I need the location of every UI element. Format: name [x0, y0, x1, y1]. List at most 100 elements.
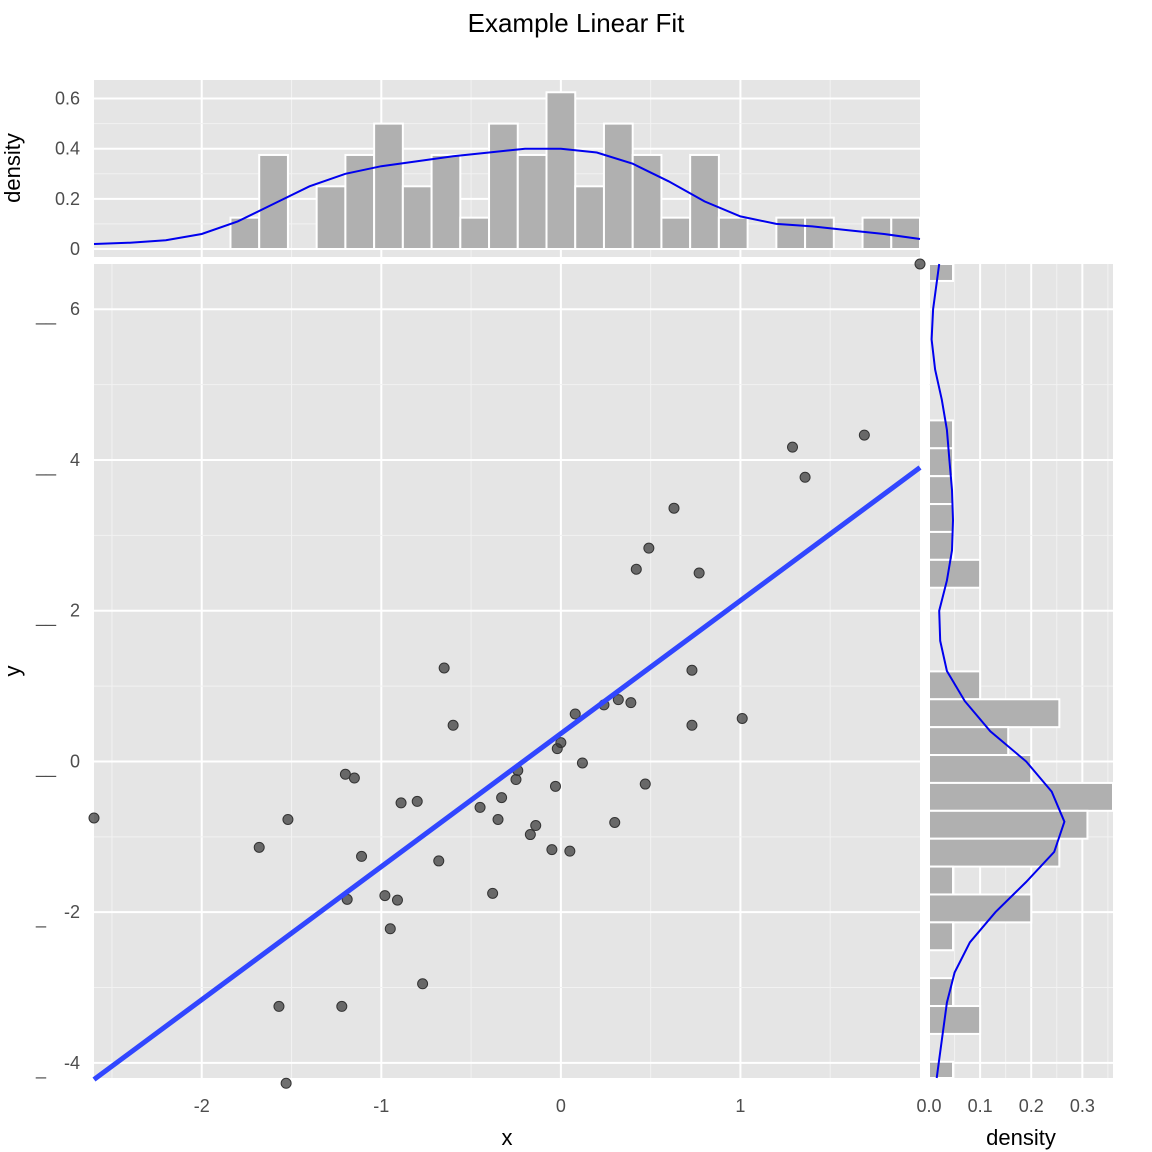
scatter-point	[693, 567, 705, 579]
right-histogram-bar	[928, 1005, 982, 1035]
scatter-point	[736, 712, 748, 724]
scatter-point	[88, 812, 100, 824]
top-histogram-bar	[602, 122, 634, 250]
scatter-point	[549, 780, 561, 792]
scatter-point	[530, 820, 542, 832]
right-histogram-bar	[928, 726, 1010, 757]
y-tick-label: 0	[70, 751, 80, 771]
y-tick-label: 2	[70, 601, 80, 621]
scatter-point	[447, 719, 459, 731]
top-density-curve	[93, 147, 921, 245]
scatter-point	[686, 719, 698, 731]
top-y-tick-label: 0.6	[55, 89, 80, 109]
top-y-axis-title: density	[0, 133, 25, 203]
right-histogram-bar	[928, 893, 1033, 924]
right-x-axis-title: density	[986, 1125, 1056, 1150]
top-y-tick-label: 0.4	[55, 139, 80, 159]
top-histogram-bar	[890, 216, 922, 250]
scatter-point	[546, 844, 558, 856]
right-x-tick-label: 0.0	[916, 1096, 941, 1116]
top-histogram-bar	[401, 185, 433, 250]
top-y-tick-label: 0.2	[55, 189, 80, 209]
scatter-point	[411, 795, 423, 807]
scatter-point	[487, 887, 499, 899]
y-tick-underscore: __	[35, 456, 57, 477]
right-histogram-bar	[928, 865, 955, 896]
right-histogram-bar	[928, 419, 955, 450]
top-histogram-bar	[373, 122, 404, 250]
right-histogram-bars	[928, 263, 1114, 1080]
scatter-point	[417, 978, 429, 990]
scatter-point	[914, 258, 926, 270]
scatter-point	[612, 694, 624, 706]
right-histogram-bar	[928, 475, 955, 506]
scatter-point	[510, 774, 522, 786]
scatter-point	[253, 841, 265, 853]
right-x-tick-label: 0.3	[1070, 1096, 1095, 1116]
x-tick-label: 0	[556, 1096, 566, 1116]
top-histogram-bar	[430, 153, 462, 250]
top-marginal-panel: 0 0.2 0.4 0.6 density	[0, 80, 922, 259]
main-panel-background	[94, 264, 920, 1078]
top-histogram-bar	[574, 185, 605, 250]
right-x-ticks: 0.0 0.1 0.2 0.3	[916, 1096, 1094, 1116]
y-axis-title: y	[0, 666, 25, 677]
scatter-point	[643, 542, 655, 554]
y-tick-label: 4	[70, 450, 80, 470]
scatter-point	[438, 662, 450, 674]
top-y-tick-label: 0	[70, 239, 80, 259]
x-axis-title: x	[502, 1125, 513, 1150]
scatter-point	[639, 778, 651, 790]
chart-title: Example Linear Fit	[468, 8, 686, 38]
top-histogram-bar	[631, 153, 663, 250]
scatter-point	[379, 890, 391, 902]
scatter-point	[576, 757, 588, 769]
scatter-points	[88, 258, 926, 1089]
scatter-point	[433, 855, 445, 867]
scatter-point	[787, 441, 799, 453]
x-tick-label: -2	[194, 1096, 210, 1116]
right-x-tick-label: 0.2	[1019, 1096, 1044, 1116]
scatter-point	[273, 1000, 285, 1012]
right-histogram-bar	[928, 530, 955, 561]
right-x-tick-label: 0.1	[968, 1096, 993, 1116]
top-histogram-bar	[488, 122, 519, 250]
top-histogram-bar	[660, 216, 692, 250]
main-panel-grid	[94, 264, 920, 1078]
top-histogram-bar	[258, 153, 289, 250]
scatter-point	[609, 816, 621, 828]
scatter-point	[799, 471, 811, 483]
y-tick-label: 6	[70, 299, 80, 319]
x-tick-label: 1	[735, 1096, 745, 1116]
right-histogram-bar	[928, 921, 955, 952]
top-histogram-bar	[459, 216, 491, 250]
right-marginal-panel: 0.0 0.1 0.2 0.3 density	[916, 263, 1114, 1150]
top-y-ticks: 0 0.2 0.4 0.6	[55, 89, 80, 259]
linear-fit-line	[92, 465, 922, 1082]
right-histogram-bar	[928, 558, 982, 589]
y-tick-underscore: __	[35, 757, 57, 778]
y-tick-underscore: __	[35, 305, 57, 326]
scatter-point	[555, 737, 567, 749]
scatter-point	[686, 664, 698, 676]
y-tick-underscore: _	[35, 1059, 47, 1080]
scatter-point	[336, 1000, 348, 1012]
top-histogram-bar	[545, 91, 577, 251]
scatter-point	[524, 829, 536, 841]
y-tick-underscore: __	[35, 607, 57, 628]
right-histogram-bar	[928, 837, 1061, 868]
scatter-point	[496, 792, 508, 804]
right-histogram-bar	[928, 1060, 955, 1080]
scatter-point	[569, 708, 581, 720]
right-density-curve	[930, 263, 1066, 1079]
y-tick-label: -2	[64, 902, 80, 922]
top-histogram-bar	[717, 216, 749, 250]
scatter-point	[391, 894, 403, 906]
scatter-point	[492, 813, 504, 825]
scatter-point	[395, 797, 407, 809]
scatter-point	[625, 697, 637, 709]
top-histogram-bar	[516, 153, 548, 250]
right-histogram-bar	[928, 263, 955, 282]
scatter-point	[630, 563, 642, 575]
